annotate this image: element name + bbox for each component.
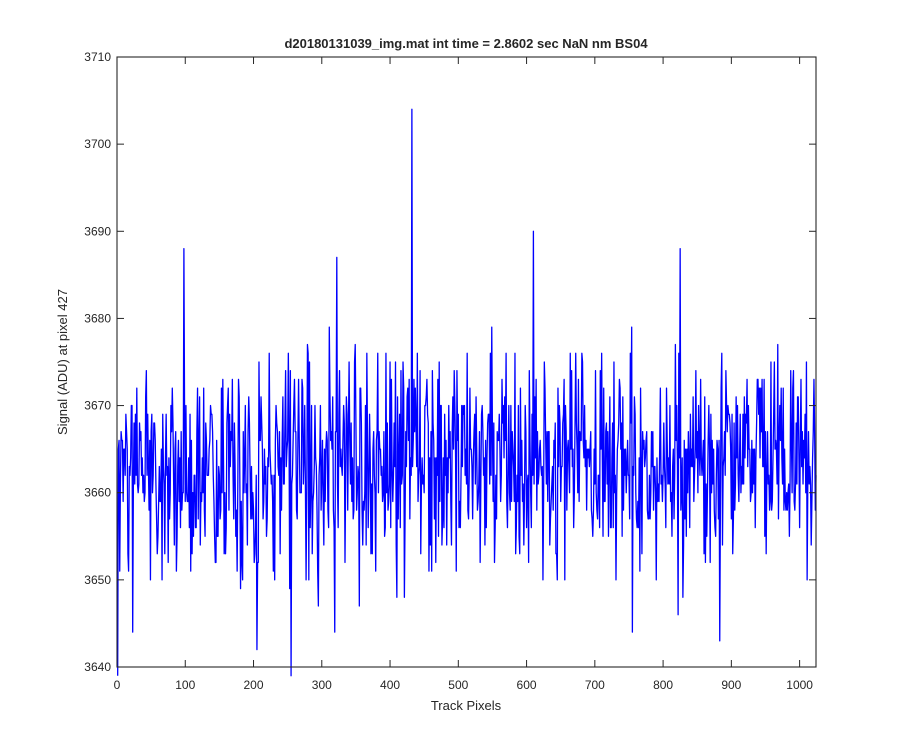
x-tick-label: 1000 xyxy=(786,678,813,692)
y-tick-label: 3660 xyxy=(84,486,111,500)
series-layer xyxy=(117,108,817,677)
x-axis-label: Track Pixels xyxy=(431,698,502,713)
y-tick-label: 3670 xyxy=(84,399,111,413)
y-tick-label: 3710 xyxy=(84,50,111,64)
axes-box xyxy=(116,56,817,668)
x-tick-label: 700 xyxy=(585,678,605,692)
series-1-line xyxy=(117,108,817,677)
x-tick-label: 500 xyxy=(448,678,468,692)
y-tick-label: 3640 xyxy=(84,660,111,674)
y-tick-label: 3680 xyxy=(84,311,111,325)
y-tick-label: 3690 xyxy=(84,224,111,238)
x-tick-label: 600 xyxy=(517,678,537,692)
x-tick-label: 0 xyxy=(114,678,121,692)
chart-title: d20180131039_img.mat int time = 2.8602 s… xyxy=(284,36,648,51)
y-tick-label: 3650 xyxy=(84,573,111,587)
x-tick-label: 200 xyxy=(244,678,264,692)
x-tick-label: 900 xyxy=(721,678,741,692)
x-tick-label: 300 xyxy=(312,678,332,692)
y-axis-label: Signal (ADU) at pixel 427 xyxy=(55,289,70,435)
axes-layer: 0 100 200 300 400 500 600 700 800 900 1000 3640 3650… xyxy=(84,50,817,692)
y-tick-label: 3700 xyxy=(84,137,111,151)
x-tick-label: 400 xyxy=(380,678,400,692)
x-tick-label: 800 xyxy=(653,678,673,692)
x-tick-label: 100 xyxy=(175,678,195,692)
